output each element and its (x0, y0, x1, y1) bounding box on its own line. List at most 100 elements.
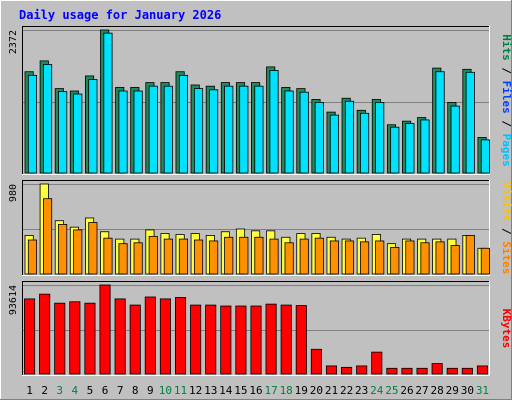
bar-kbytes-day-22 (341, 366, 353, 375)
day-label-30: 30 (461, 384, 474, 397)
bar-sites-day-8 (133, 242, 143, 275)
day-label-23: 23 (355, 384, 368, 397)
day-label-13: 13 (204, 384, 217, 397)
bar-sites-day-6 (103, 237, 113, 275)
bar-kbytes-day-28 (431, 363, 443, 375)
day-label-2: 2 (41, 384, 48, 397)
bar-files-day-1 (27, 74, 38, 174)
bar-sites-day-23 (360, 241, 370, 275)
bar-kbytes-day-2 (39, 293, 51, 375)
day-label-29: 29 (446, 384, 459, 397)
bar-files-day-10 (163, 85, 173, 174)
bar-kbytes-day-25 (386, 367, 398, 375)
chart-title: Daily usage for January 2026 (19, 8, 221, 22)
bar-files-day-13 (209, 89, 219, 174)
bar-files-day-9 (148, 85, 158, 174)
bar-kbytes-day-20 (310, 348, 322, 375)
panel-scale-label: 2372 (8, 30, 19, 54)
panel-legend: Visits / Sites (500, 182, 512, 275)
day-label-31: 31 (476, 384, 489, 397)
bar-sites-day-26 (405, 240, 415, 275)
day-label-20: 20 (310, 384, 323, 397)
day-label-26: 26 (400, 384, 413, 397)
bar-files-day-30 (465, 71, 475, 174)
bar-files-day-5 (88, 79, 98, 174)
bar-files-day-20 (314, 102, 324, 174)
bar-sites-day-17 (269, 238, 279, 275)
day-label-8: 8 (132, 384, 139, 397)
day-label-4: 4 (72, 384, 79, 397)
bar-files-day-12 (193, 88, 204, 174)
bar-files-day-27 (420, 119, 430, 174)
bar-kbytes-day-14 (220, 305, 232, 375)
bar-kbytes-day-15 (235, 305, 247, 375)
bar-sites-day-27 (420, 242, 430, 275)
chart-panels: 2372 Hits / Files / Pages 980 Visits / Site… (8, 26, 512, 376)
bar-sites-day-19 (299, 238, 309, 275)
bar-kbytes-day-17 (265, 303, 277, 375)
bar-files-day-16 (254, 85, 264, 174)
panel-hits-files-pages: 2372 Hits / Files / Pages (8, 26, 512, 175)
bar-files-day-23 (360, 112, 370, 174)
bar-sites-day-16 (254, 236, 264, 275)
day-label-10: 10 (159, 384, 172, 397)
bar-sites-day-13 (209, 240, 219, 275)
bar-kbytes-day-3 (54, 302, 66, 375)
day-label-25: 25 (385, 384, 398, 397)
panel-legend: Hits / Files / Pages (500, 34, 512, 167)
bar-kbytes-day-31 (476, 365, 488, 375)
day-label-18: 18 (280, 384, 293, 397)
bar-kbytes-day-18 (280, 304, 292, 375)
bar-sites-day-7 (118, 243, 128, 275)
legend-pages: Pages (500, 134, 512, 167)
bar-files-day-2 (43, 64, 53, 174)
bar-files-day-31 (480, 139, 490, 174)
legend-sep1: / (500, 221, 512, 241)
bar-files-day-19 (299, 91, 309, 174)
bar-sites-day-29 (450, 245, 460, 275)
day-label-17: 17 (264, 384, 277, 397)
bar-sites-day-2 (43, 198, 53, 275)
bar-files-day-7 (118, 90, 128, 174)
bar-kbytes-day-8 (129, 304, 141, 375)
bar-files-day-25 (390, 126, 400, 174)
bar-files-day-18 (284, 90, 294, 174)
day-label-7: 7 (117, 384, 124, 397)
bar-sites-day-28 (435, 241, 445, 275)
bar-kbytes-day-19 (295, 305, 307, 375)
bar-files-day-29 (450, 105, 460, 174)
bar-sites-day-5 (88, 222, 98, 275)
bar-kbytes-day-5 (84, 302, 96, 375)
day-label-28: 28 (431, 384, 444, 397)
bar-files-day-3 (58, 91, 68, 174)
bar-files-day-15 (239, 85, 249, 174)
bar-kbytes-day-9 (144, 296, 156, 375)
bar-files-day-4 (73, 93, 83, 174)
day-label-27: 27 (415, 384, 428, 397)
bar-sites-day-31 (480, 247, 490, 275)
bar-kbytes-day-12 (190, 304, 202, 375)
series-kbytes (24, 284, 488, 375)
panel-scale-label: 93614 (8, 285, 19, 315)
bar-sites-day-1 (27, 239, 38, 275)
bar-sites-day-20 (314, 237, 324, 275)
day-axis-labels: 1 2 3 4 5 6 7 8 9 10 11 12 13 14 15 16 17 18 19 20 21 22 23 24 2… (26, 384, 489, 397)
bar-files-day-17 (269, 70, 279, 174)
day-label-16: 16 (249, 384, 262, 397)
bar-files-day-28 (435, 71, 445, 174)
bar-sites-day-21 (329, 240, 339, 275)
bar-kbytes-day-24 (371, 351, 383, 375)
bar-kbytes-day-1 (24, 298, 36, 375)
day-label-24: 24 (370, 384, 384, 397)
panel-legend: KBytes (500, 309, 512, 349)
legend-sep2: / (500, 61, 512, 81)
legend-hits: Hits (500, 34, 512, 61)
bar-files-day-24 (375, 102, 385, 174)
bar-files-day-26 (405, 123, 415, 174)
bar-kbytes-day-10 (159, 298, 171, 375)
bar-kbytes-day-7 (114, 298, 126, 375)
bar-kbytes-day-11 (174, 297, 187, 375)
panel-kbytes: 93614 KBytes (8, 281, 512, 376)
